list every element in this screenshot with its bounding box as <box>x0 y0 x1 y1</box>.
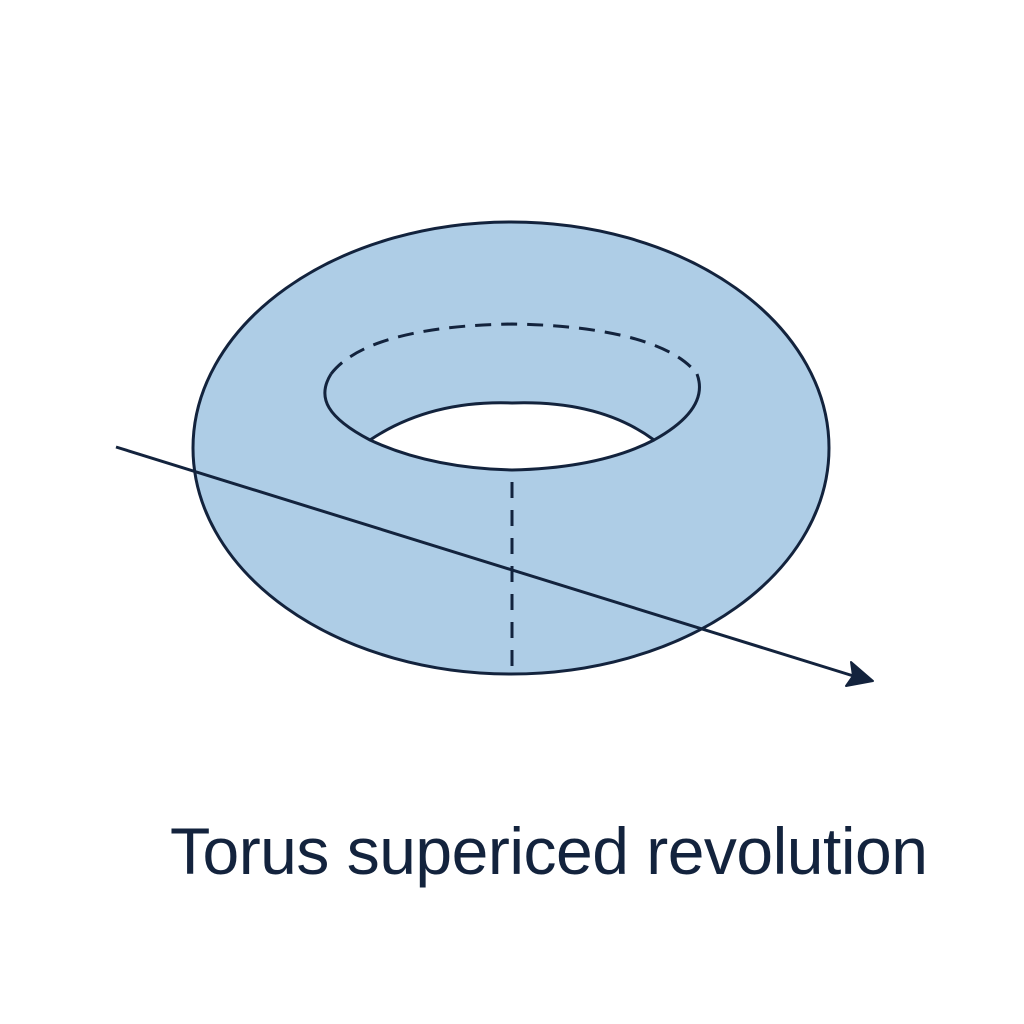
inner-rim-front <box>323 373 701 472</box>
inner-rim-hidden <box>329 322 699 375</box>
hole-top-edge <box>369 401 655 442</box>
axis-arrow-line <box>115 445 861 680</box>
diagram-caption: Torus supericed revolution <box>170 814 928 888</box>
torus-hole <box>370 402 654 470</box>
arrowhead-icon <box>845 661 874 687</box>
